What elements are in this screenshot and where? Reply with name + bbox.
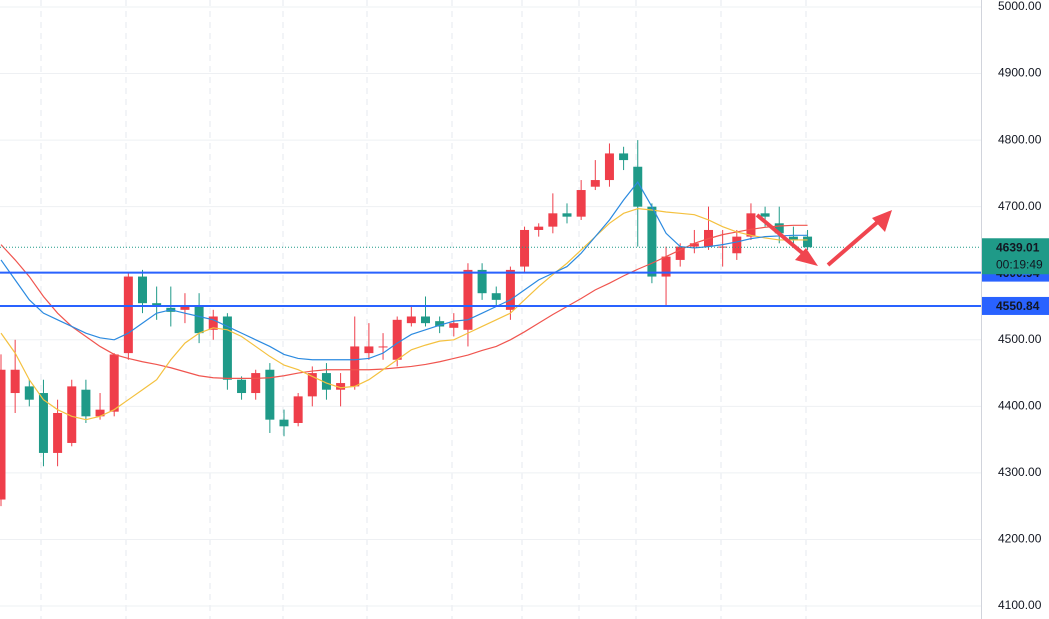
candle-body — [746, 213, 756, 237]
candle-body — [718, 246, 728, 248]
candle-body — [421, 316, 430, 324]
candle-body — [293, 396, 303, 423]
candle-body — [180, 306, 190, 310]
moving-average — [0, 180, 808, 361]
y-tick-label: 4800.00 — [998, 132, 1042, 146]
price-axis: 4100.004200.004300.004400.004500.004600.… — [982, 0, 1049, 612]
candle-body — [194, 306, 204, 334]
candle-body — [435, 321, 445, 327]
candle-body — [803, 236, 813, 248]
candle-body — [279, 419, 289, 427]
candle-body — [251, 373, 261, 394]
price-label-box — [982, 238, 1049, 275]
candle-body — [109, 354, 119, 412]
level-label: 4550.84 — [996, 299, 1040, 313]
moving-average — [0, 224, 808, 379]
candle-body — [689, 243, 699, 247]
level-label-box — [982, 296, 1049, 315]
candle-body — [208, 316, 218, 330]
countdown-label: 00:19:49 — [996, 257, 1043, 271]
arrows — [755, 210, 892, 267]
y-tick-label: 4900.00 — [998, 66, 1042, 80]
candle-body — [0, 369, 6, 500]
candle-body — [477, 269, 487, 294]
candle-body — [81, 389, 91, 417]
candle-body — [321, 373, 331, 390]
candle-body — [152, 303, 162, 307]
candle-body — [604, 153, 614, 181]
y-tick-label: 5000.00 — [998, 0, 1042, 13]
candle-body — [378, 346, 388, 348]
candle-body — [576, 190, 586, 217]
candle-body — [619, 153, 629, 161]
candle-body — [265, 369, 275, 420]
candle-body — [491, 293, 501, 300]
y-tick-label: 4200.00 — [998, 532, 1042, 546]
y-tick-label: 4500.00 — [998, 332, 1042, 346]
candle-body — [534, 226, 544, 230]
candle-body — [38, 393, 48, 453]
candle-body — [406, 316, 416, 324]
candle-body — [590, 180, 600, 187]
candle-body — [788, 236, 798, 240]
candle-body — [24, 386, 34, 400]
candle-body — [95, 409, 105, 417]
candle-body — [222, 316, 232, 380]
candle-body — [774, 223, 784, 234]
moving-average — [0, 208, 808, 421]
y-tick-label: 4300.00 — [998, 465, 1042, 479]
candle-body — [647, 206, 657, 277]
candle-body — [449, 323, 459, 328]
y-tick-label: 4400.00 — [998, 399, 1042, 413]
y-tick-label: 4100.00 — [998, 598, 1042, 612]
candle-body — [633, 166, 643, 207]
candle-body — [53, 413, 63, 453]
candle-body — [364, 346, 374, 354]
candle-body — [307, 373, 317, 397]
candle-body — [237, 379, 247, 394]
candle-body — [350, 346, 360, 387]
candle-body — [336, 383, 346, 390]
y-tick-label: 4700.00 — [998, 199, 1042, 213]
candle-body — [548, 213, 558, 227]
candle-body — [123, 276, 133, 354]
plot — [0, 140, 981, 507]
price-label: 4639.01 — [996, 240, 1040, 254]
candle-body — [138, 276, 147, 304]
candle-body — [675, 246, 685, 260]
candle-body — [520, 229, 530, 267]
candle-body — [463, 269, 473, 330]
candle-body — [732, 236, 742, 254]
candle-body — [760, 213, 770, 217]
candle-body — [10, 369, 20, 394]
candle-body — [67, 386, 77, 443]
candle-body — [505, 269, 515, 310]
candle-body — [562, 213, 572, 217]
candle-body — [392, 319, 402, 360]
candle-body — [661, 256, 671, 277]
